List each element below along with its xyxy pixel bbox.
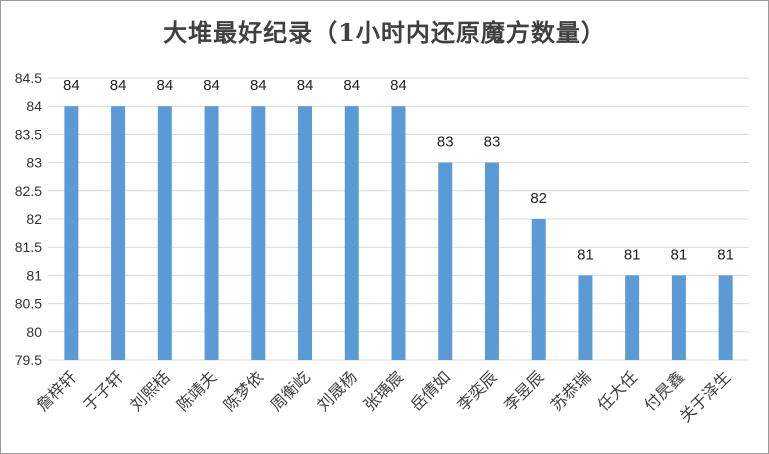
y-tick-label: 83 xyxy=(26,155,42,171)
x-tick-label: 刘熙栝 xyxy=(126,367,173,414)
data-label: 81 xyxy=(624,246,641,263)
x-tick-label: 李昱辰 xyxy=(500,367,547,414)
bar xyxy=(251,106,266,360)
x-tick-label: 陈梦依 xyxy=(220,367,267,414)
data-label: 81 xyxy=(671,246,688,263)
data-label: 84 xyxy=(390,77,407,94)
y-tick-label: 81 xyxy=(26,267,42,283)
x-tick-label: 张瑀宸 xyxy=(360,367,407,414)
y-tick-label: 82.5 xyxy=(15,183,42,199)
data-label: 84 xyxy=(110,77,127,94)
bar xyxy=(625,275,640,360)
bar xyxy=(578,275,593,360)
bar xyxy=(64,106,79,360)
bar xyxy=(718,275,733,360)
y-tick-label: 81.5 xyxy=(15,239,42,255)
chart-title: 大堆最好纪录（1小时内还原魔方数量） xyxy=(163,18,606,47)
data-label: 84 xyxy=(156,77,173,94)
x-tick-label: 岳倩如 xyxy=(407,367,454,414)
y-tick-label: 83.5 xyxy=(15,126,42,142)
y-tick-label: 84.5 xyxy=(15,70,42,86)
data-label: 83 xyxy=(437,134,454,151)
data-label: 84 xyxy=(203,77,220,94)
bar xyxy=(391,106,406,360)
y-tick-label: 84 xyxy=(26,98,42,114)
data-label: 81 xyxy=(717,246,734,263)
x-tick-label: 詹梓轩 xyxy=(33,367,80,414)
bar xyxy=(671,275,686,360)
data-label: 84 xyxy=(250,77,267,94)
data-label: 82 xyxy=(530,190,547,207)
y-tick-label: 80.5 xyxy=(15,296,42,312)
x-tick-label: 关于泽生 xyxy=(676,367,735,426)
bar xyxy=(204,106,219,360)
data-label: 84 xyxy=(343,77,360,94)
bar xyxy=(438,162,453,360)
y-tick-label: 79.5 xyxy=(15,352,42,368)
bar xyxy=(344,106,359,360)
y-tick-label: 80 xyxy=(26,324,42,340)
data-label: 84 xyxy=(297,77,314,94)
data-label: 81 xyxy=(577,246,594,263)
x-tick-label: 任大任 xyxy=(594,367,641,414)
data-label: 84 xyxy=(63,77,80,94)
bar xyxy=(531,219,546,360)
bar xyxy=(484,162,499,360)
y-tick-label: 82 xyxy=(26,211,42,227)
bar xyxy=(111,106,126,360)
x-tick-label: 苏恭瑞 xyxy=(547,367,594,414)
x-tick-label: 周衡屹 xyxy=(266,367,313,414)
x-tick-label: 刘晟杨 xyxy=(313,367,360,414)
bar xyxy=(157,106,172,360)
x-tick-label: 李奕辰 xyxy=(453,367,500,414)
x-tick-label: 陈靖夫 xyxy=(173,367,220,414)
bar xyxy=(298,106,313,360)
x-tick-label: 于子轩 xyxy=(80,367,127,414)
data-label: 83 xyxy=(484,134,501,151)
